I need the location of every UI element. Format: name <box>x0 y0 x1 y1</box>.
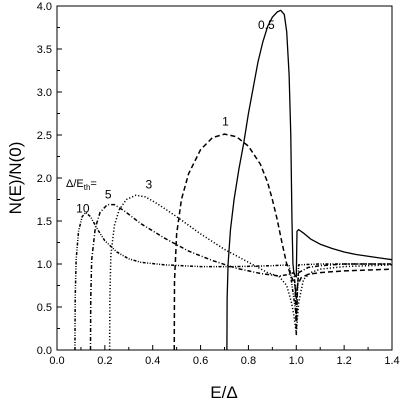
series-line-0-5 <box>226 9 393 351</box>
series-line-10 <box>74 211 392 351</box>
legend-title-suffix: = <box>90 178 96 190</box>
x-tick-label: 0.6 <box>193 355 208 367</box>
legend-title-subscript: th <box>84 183 91 192</box>
x-axis-title: E/Δ <box>210 383 237 402</box>
x-tick-label: 1.0 <box>289 355 304 367</box>
y-axis-ticks: 0.0 0.5 1.0 1.5 2.0 2.5 3.0 3.5 4.0 <box>37 1 62 357</box>
y-tick-label: 2.5 <box>37 130 52 142</box>
x-tick-label: 1.4 <box>384 355 399 367</box>
x-tick-label: 0.2 <box>97 355 112 367</box>
curve-label: 3 <box>146 177 153 191</box>
series-line-1 <box>173 133 393 351</box>
x-tick-label: 0.0 <box>49 355 64 367</box>
y-tick-label: 1.5 <box>37 216 52 228</box>
curve-labels: 0.5 1 3 5 10 <box>76 18 275 215</box>
y-tick-label: 2.0 <box>37 173 52 185</box>
curve-label: 10 <box>76 201 90 215</box>
series-line-5 <box>89 203 392 351</box>
x-axis-ticks: 0.0 0.2 0.4 0.6 0.8 1.0 1.2 1.4 <box>49 345 400 367</box>
y-tick-label: 0.5 <box>37 302 52 314</box>
legend-title: Δ/Eth= <box>66 178 97 192</box>
plot-frame <box>56 5 393 351</box>
x-tick-label: 0.4 <box>145 355 160 367</box>
y-tick-label: 1.0 <box>37 259 52 271</box>
curve-label: 0.5 <box>258 18 275 32</box>
series-line-3 <box>108 194 393 351</box>
x-tick-label: 0.8 <box>241 355 256 367</box>
y-tick-label: 3.5 <box>37 44 52 56</box>
y-tick-label: 3.0 <box>37 87 52 99</box>
y-tick-label: 0.0 <box>37 345 52 357</box>
y-tick-label: 4.0 <box>37 1 52 13</box>
x-tick-label: 1.2 <box>336 355 351 367</box>
curve-label: 5 <box>105 188 112 202</box>
series-lines <box>74 9 393 351</box>
legend-title-main: Δ/E <box>66 178 84 190</box>
y-axis-title: N(E)/N(0) <box>6 142 25 215</box>
curve-label: 1 <box>222 115 229 129</box>
